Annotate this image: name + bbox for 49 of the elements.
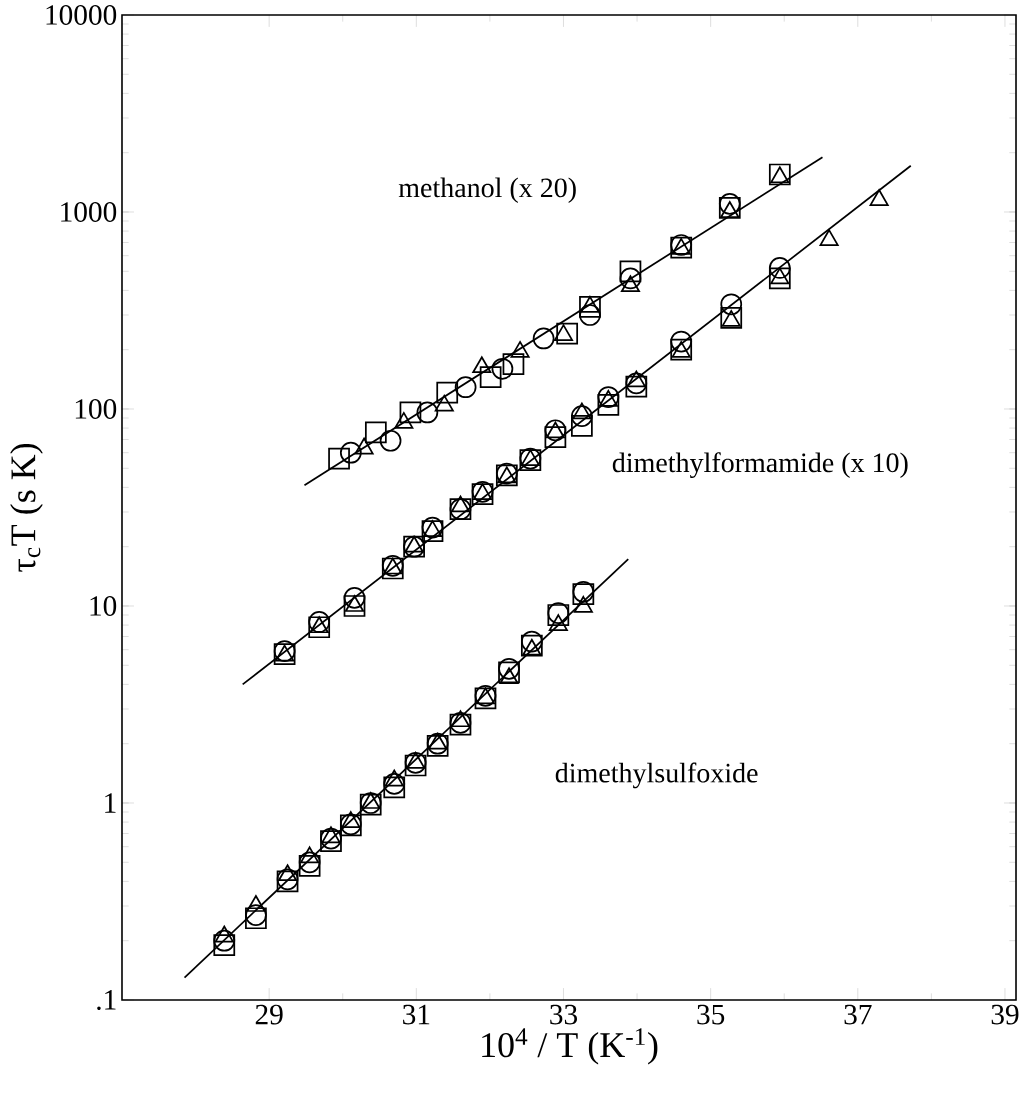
x-tick-label: 29 [255, 1004, 283, 1025]
point [619, 267, 642, 290]
point [597, 393, 620, 416]
y-tick-label: 10 [90, 596, 117, 616]
point [308, 616, 331, 639]
point [532, 327, 555, 350]
point [571, 405, 593, 427]
point [454, 376, 477, 399]
x-tick-label: 37 [844, 1004, 872, 1025]
point [213, 929, 236, 952]
point [328, 447, 350, 470]
point [491, 357, 514, 380]
point [544, 426, 567, 448]
point [213, 934, 236, 956]
x-tick-label: 33 [550, 1004, 578, 1025]
y-axis-title: τ$_{c}$T (s K) [10, 443, 43, 572]
x-tick-label: 39 [991, 1004, 1019, 1025]
point [619, 260, 642, 283]
x-tick-label: 35 [697, 1004, 725, 1025]
y-tick-label: 10000 [46, 5, 117, 25]
point [343, 586, 366, 609]
point [479, 366, 502, 389]
point [364, 421, 387, 444]
point [571, 415, 593, 437]
point [670, 330, 693, 353]
point [308, 611, 331, 633]
point [556, 322, 579, 345]
y-tick-label: .1 [97, 990, 116, 1010]
point [399, 401, 422, 424]
point [720, 293, 743, 316]
x-tick-label: 31 [403, 1004, 430, 1025]
point [339, 441, 362, 464]
y-tick-label: 1000 [61, 202, 117, 222]
annotation: dimethylsulfoxide [555, 762, 758, 789]
annotation: methanol (x 20) [398, 177, 576, 204]
x-axis-title: 10$^{4}$ / T (K$^{-1}$) [482, 1028, 658, 1065]
point [553, 324, 574, 342]
y-tick-label: 100 [75, 399, 117, 419]
point [768, 267, 791, 290]
point [343, 595, 366, 617]
point [579, 295, 601, 318]
point [379, 429, 402, 452]
y-tick-label: 1 [105, 793, 116, 813]
annotation: dimethylformamide (x 10) [612, 452, 908, 479]
point [436, 381, 459, 404]
point [502, 353, 525, 375]
point [768, 257, 791, 279]
point [416, 401, 439, 424]
point [579, 304, 601, 326]
